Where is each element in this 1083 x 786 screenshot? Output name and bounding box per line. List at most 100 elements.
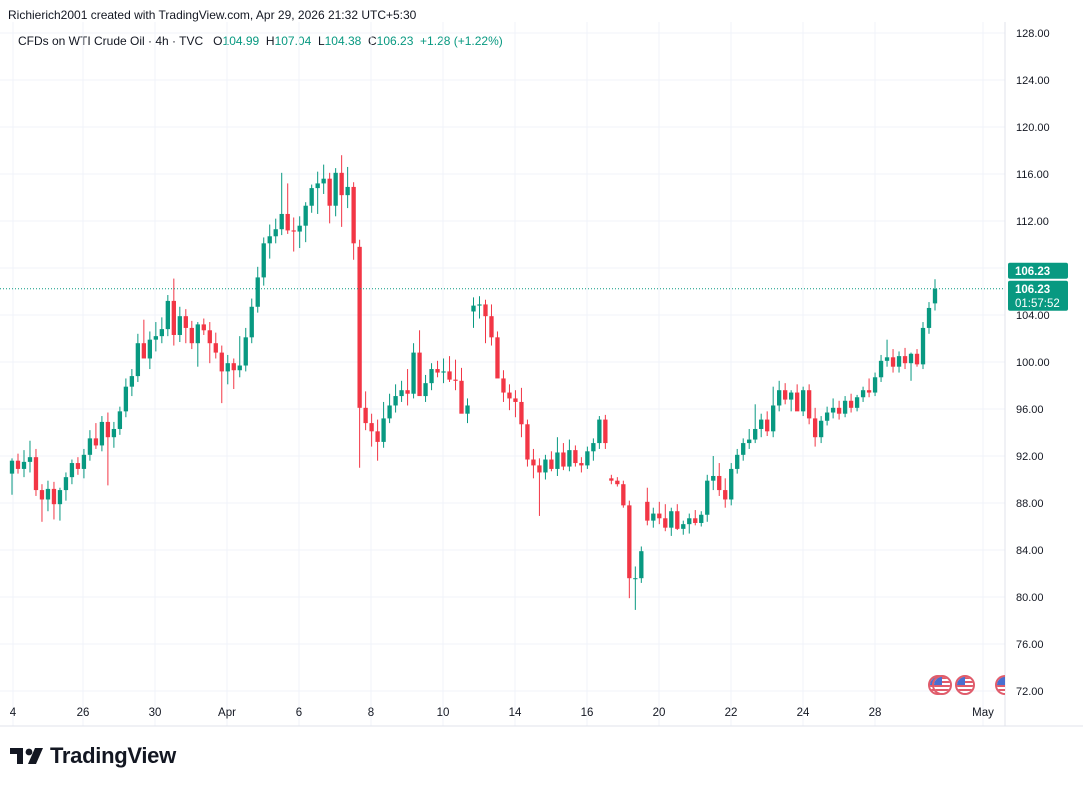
candle[interactable] <box>525 419 530 467</box>
candle[interactable] <box>597 416 602 449</box>
candle[interactable] <box>9 458 15 495</box>
candle[interactable] <box>561 443 566 471</box>
tradingview-brand[interactable]: TradingView <box>10 742 176 770</box>
candle[interactable] <box>609 474 614 485</box>
candle[interactable] <box>135 333 141 382</box>
candle[interactable] <box>93 423 99 449</box>
candle[interactable] <box>243 327 248 372</box>
candle[interactable] <box>417 330 422 397</box>
candle[interactable] <box>177 306 182 343</box>
candles[interactable] <box>9 155 938 610</box>
candle[interactable] <box>848 393 854 413</box>
candle[interactable] <box>309 184 314 213</box>
candle[interactable] <box>729 463 734 506</box>
candle[interactable] <box>375 419 380 461</box>
candle[interactable] <box>639 546 644 583</box>
candle[interactable] <box>723 478 728 508</box>
candle[interactable] <box>681 520 686 535</box>
candle[interactable] <box>345 166 350 209</box>
candle[interactable] <box>267 224 272 259</box>
candle[interactable] <box>75 457 81 475</box>
candle[interactable] <box>399 380 404 402</box>
candle[interactable] <box>627 500 632 599</box>
candle[interactable] <box>735 448 740 474</box>
candle[interactable] <box>537 458 542 516</box>
candle[interactable] <box>231 358 236 390</box>
candle[interactable] <box>159 317 164 344</box>
candle[interactable] <box>765 411 770 437</box>
candle[interactable] <box>507 384 512 411</box>
candle[interactable] <box>381 401 386 448</box>
candle[interactable] <box>663 504 668 532</box>
candle[interactable] <box>771 386 776 438</box>
candle[interactable] <box>63 472 69 501</box>
candle[interactable] <box>393 384 398 413</box>
candle[interactable] <box>501 370 506 402</box>
candle[interactable] <box>621 480 626 508</box>
candle[interactable] <box>549 451 554 472</box>
candle[interactable] <box>459 367 464 414</box>
candle[interactable] <box>567 439 572 472</box>
candle[interactable] <box>932 279 938 311</box>
candle[interactable] <box>315 171 320 214</box>
candle[interactable] <box>777 380 782 412</box>
candle[interactable] <box>51 481 57 520</box>
candle[interactable] <box>806 384 812 425</box>
candle[interactable] <box>741 438 746 461</box>
candle[interactable] <box>489 304 494 346</box>
candle[interactable] <box>860 386 866 402</box>
candle[interactable] <box>471 297 476 328</box>
candle[interactable] <box>800 386 806 417</box>
candle[interactable] <box>201 318 206 335</box>
candle[interactable] <box>405 369 410 406</box>
candle[interactable] <box>99 416 105 452</box>
candle[interactable] <box>207 322 212 364</box>
candle[interactable] <box>435 360 440 378</box>
candle[interactable] <box>87 430 93 461</box>
candle[interactable] <box>303 202 308 243</box>
candle[interactable] <box>872 372 878 397</box>
candle[interactable] <box>519 387 524 438</box>
candle[interactable] <box>615 477 620 487</box>
candle[interactable] <box>699 511 704 527</box>
candle[interactable] <box>453 359 458 391</box>
candle[interactable] <box>717 463 722 496</box>
candle[interactable] <box>591 438 596 461</box>
candle[interactable] <box>836 400 842 420</box>
candle[interactable] <box>543 454 548 480</box>
candle[interactable] <box>884 339 890 367</box>
candle[interactable] <box>105 412 111 486</box>
candle[interactable] <box>129 369 135 397</box>
candle[interactable] <box>111 421 117 448</box>
candle[interactable] <box>495 331 500 379</box>
candle[interactable] <box>759 413 764 438</box>
candle[interactable] <box>555 437 560 476</box>
candle[interactable] <box>183 309 188 344</box>
candle[interactable] <box>225 354 230 385</box>
candle[interactable] <box>15 453 21 474</box>
us-flag-icon[interactable] <box>955 675 975 695</box>
candle[interactable] <box>842 396 848 418</box>
candle[interactable] <box>387 393 392 424</box>
candle[interactable] <box>195 322 200 367</box>
candle[interactable] <box>465 398 470 424</box>
candle[interactable] <box>147 331 153 370</box>
candle[interactable] <box>693 510 698 526</box>
candle[interactable] <box>878 354 884 382</box>
candle[interactable] <box>783 383 788 405</box>
candle[interactable] <box>39 484 45 522</box>
candle[interactable] <box>27 440 33 473</box>
candle[interactable] <box>369 413 374 447</box>
candle[interactable] <box>33 448 39 496</box>
candle[interactable] <box>141 319 147 359</box>
candle[interactable] <box>896 351 902 373</box>
candle[interactable] <box>285 183 290 234</box>
candle[interactable] <box>339 155 344 227</box>
candle[interactable] <box>483 299 488 344</box>
candle[interactable] <box>890 349 896 373</box>
candle[interactable] <box>153 322 159 352</box>
candle[interactable] <box>249 298 254 344</box>
candle[interactable] <box>747 428 752 449</box>
candle[interactable] <box>279 172 284 236</box>
